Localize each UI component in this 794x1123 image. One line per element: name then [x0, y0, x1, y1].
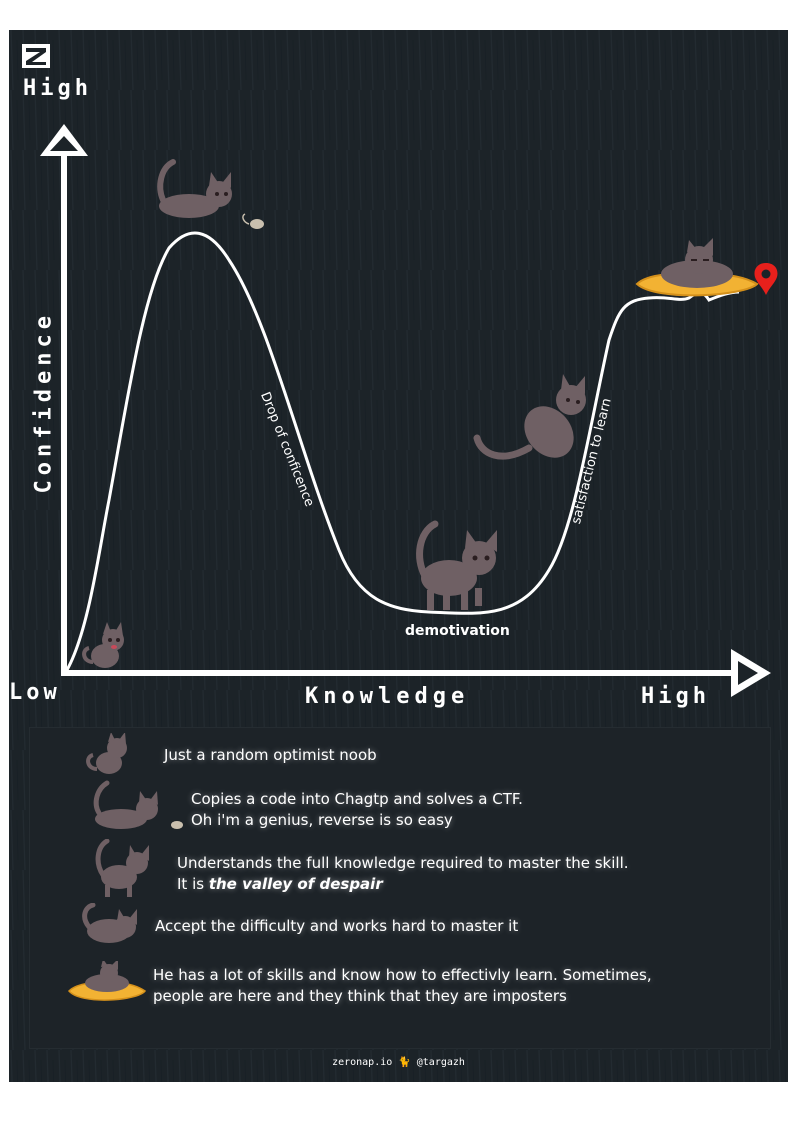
- cushion-cat-icon: [67, 961, 147, 1001]
- legend-item-5-text: He has a lot of skills and know how to e…: [153, 965, 652, 1007]
- climbing-cat-icon: [473, 374, 586, 460]
- climbing-cat-icon: [82, 903, 137, 943]
- confidence-knowledge-chart: [40, 124, 778, 697]
- legend-item-3-text: Understands the full knowledge required …: [177, 853, 629, 895]
- legend-item-2-line1: Copies a code into Chagtp and solves a C…: [191, 790, 523, 808]
- legend-item-2-text: Copies a code into Chagtp and solves a C…: [191, 789, 523, 831]
- demotivation-label: demotivation: [405, 623, 510, 639]
- sitting-cat-icon: [86, 733, 127, 774]
- legend-panel: Just a random optimist noob Copies a cod…: [29, 727, 771, 1049]
- x-axis-title: Knowledge: [305, 684, 470, 709]
- x-axis-high-label: High: [641, 684, 710, 709]
- walking-cat-icon: [95, 839, 149, 897]
- legend-item-1-text: Just a random optimist noob: [164, 746, 377, 764]
- legend-item-5-line1: He has a lot of skills and know how to e…: [153, 966, 652, 984]
- pouncing-cat-icon: [93, 780, 183, 829]
- cushion-cat-icon: [635, 238, 759, 297]
- poster: High Confidence Low Knowledge High: [9, 30, 788, 1082]
- pouncing-cat-icon: [157, 159, 264, 229]
- walking-cat-icon: [416, 520, 497, 610]
- sitting-cat-icon: [82, 622, 124, 668]
- legend-item-3-emphasis: the valley of despair: [208, 875, 383, 893]
- zeronap-logo-icon: [22, 44, 50, 68]
- x-axis-low-label: Low: [9, 680, 61, 705]
- legend-item-5-line2: people are here and they think that they…: [153, 987, 567, 1005]
- footer-credit: zeronap.io 🐈 @targazh: [332, 1057, 465, 1068]
- legend-item-2-line2: Oh i'm a genius, reverse is so easy: [191, 811, 453, 829]
- legend-item-4-text: Accept the difficulty and works hard to …: [155, 917, 519, 935]
- y-axis-high-label: High: [23, 76, 92, 101]
- legend-item-3-line2: It is the valley of despair: [177, 874, 629, 895]
- legend-item-3-line1: Understands the full knowledge required …: [177, 854, 629, 872]
- dunning-kruger-curve: [65, 231, 740, 671]
- legend-item-3-line2-prefix: It is: [177, 875, 209, 893]
- map-pin-icon: [754, 263, 778, 295]
